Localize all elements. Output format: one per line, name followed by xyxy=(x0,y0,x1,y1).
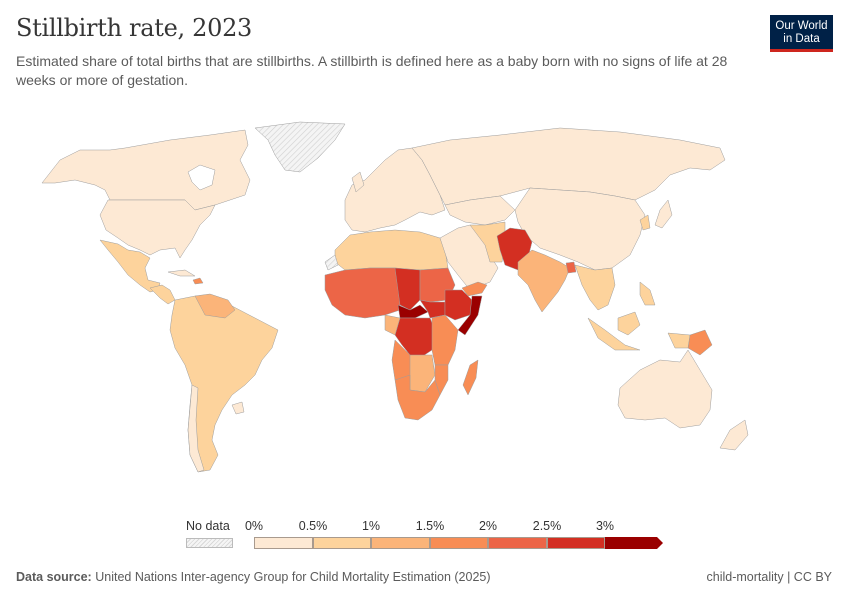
region-venezuela[interactable] xyxy=(194,293,236,319)
legend-arrow-icon xyxy=(657,537,663,549)
region-south-america[interactable] xyxy=(169,295,279,473)
region-china[interactable] xyxy=(514,187,646,271)
region-papua-new-guinea[interactable] xyxy=(687,329,713,356)
region-north-africa[interactable] xyxy=(334,229,449,271)
legend-tick-6: 3% xyxy=(595,519,615,533)
data-source-label: Data source: xyxy=(16,570,92,584)
region-central-asia[interactable] xyxy=(444,195,516,226)
legend-tick-0: 0% xyxy=(244,519,264,533)
region-philippines[interactable] xyxy=(639,281,656,306)
owid-logo[interactable]: Our World in Data xyxy=(770,15,833,52)
legend-bin-2[interactable] xyxy=(371,537,430,549)
region-uruguay[interactable] xyxy=(231,401,245,415)
region-india[interactable] xyxy=(517,249,571,313)
data-source-text[interactable]: United Nations Inter-agency Group for Ch… xyxy=(95,570,491,584)
world-map[interactable] xyxy=(0,110,850,510)
region-bangladesh[interactable] xyxy=(565,261,577,274)
region-mexico[interactable] xyxy=(99,239,161,293)
legend-tick-2: 1% xyxy=(361,519,381,533)
legend-bin-3[interactable] xyxy=(430,537,488,549)
color-legend: No data 0% 0.5% 1% 1.5% 2% 2.5% 3% xyxy=(180,517,680,552)
region-west-africa[interactable] xyxy=(324,267,401,319)
legend-bin-0[interactable] xyxy=(254,537,313,549)
region-west-papua[interactable] xyxy=(667,332,691,349)
region-australia[interactable] xyxy=(617,349,713,429)
legend-color-bins xyxy=(254,537,663,549)
region-uk[interactable] xyxy=(351,171,365,193)
region-canada[interactable] xyxy=(41,129,251,211)
region-korea[interactable] xyxy=(639,214,651,231)
data-source: Data source: United Nations Inter-agency… xyxy=(16,570,491,584)
legend-no-data-swatch[interactable] xyxy=(186,538,233,548)
region-haiti[interactable] xyxy=(192,277,204,285)
region-madagascar[interactable] xyxy=(462,359,479,396)
license-link[interactable]: child-mortality | CC BY xyxy=(706,570,833,584)
region-usa[interactable] xyxy=(99,199,216,259)
region-dr-congo[interactable] xyxy=(394,317,436,359)
legend-bin-1[interactable] xyxy=(313,537,371,549)
legend-tick-5: 2.5% xyxy=(532,519,562,533)
legend-bin-6[interactable] xyxy=(605,537,657,549)
logo-line-2: in Data xyxy=(783,33,820,45)
legend-tick-3: 1.5% xyxy=(415,519,445,533)
region-mozambique[interactable] xyxy=(434,364,449,396)
chart-subtitle: Estimated share of total births that are… xyxy=(16,53,728,88)
region-new-zealand[interactable] xyxy=(719,419,749,451)
region-southeast-asia[interactable] xyxy=(574,264,616,311)
region-indonesia[interactable] xyxy=(587,317,641,351)
region-western-sahara[interactable] xyxy=(324,254,339,271)
region-congo-gabon[interactable] xyxy=(384,314,401,336)
region-east-africa[interactable] xyxy=(431,314,459,366)
region-borneo[interactable] xyxy=(617,311,641,336)
legend-tick-4: 2% xyxy=(478,519,498,533)
legend-bin-5[interactable] xyxy=(547,537,605,549)
region-somalia[interactable] xyxy=(457,295,483,336)
chart-title: Stillbirth rate, 2023 xyxy=(16,14,253,42)
region-russia[interactable] xyxy=(411,127,726,206)
region-chad[interactable] xyxy=(394,267,421,311)
region-chile[interactable] xyxy=(187,384,205,473)
region-japan[interactable] xyxy=(654,199,673,229)
legend-bin-4[interactable] xyxy=(488,537,547,549)
legend-no-data-label: No data xyxy=(186,519,230,533)
region-hudson-bay xyxy=(187,164,216,191)
region-europe[interactable] xyxy=(344,147,446,233)
region-central-america[interactable] xyxy=(149,284,176,305)
region-greenland[interactable] xyxy=(254,121,346,173)
region-cuba[interactable] xyxy=(167,269,196,277)
logo-line-1: Our World xyxy=(775,20,828,32)
legend-tick-1: 0.5% xyxy=(298,519,328,533)
